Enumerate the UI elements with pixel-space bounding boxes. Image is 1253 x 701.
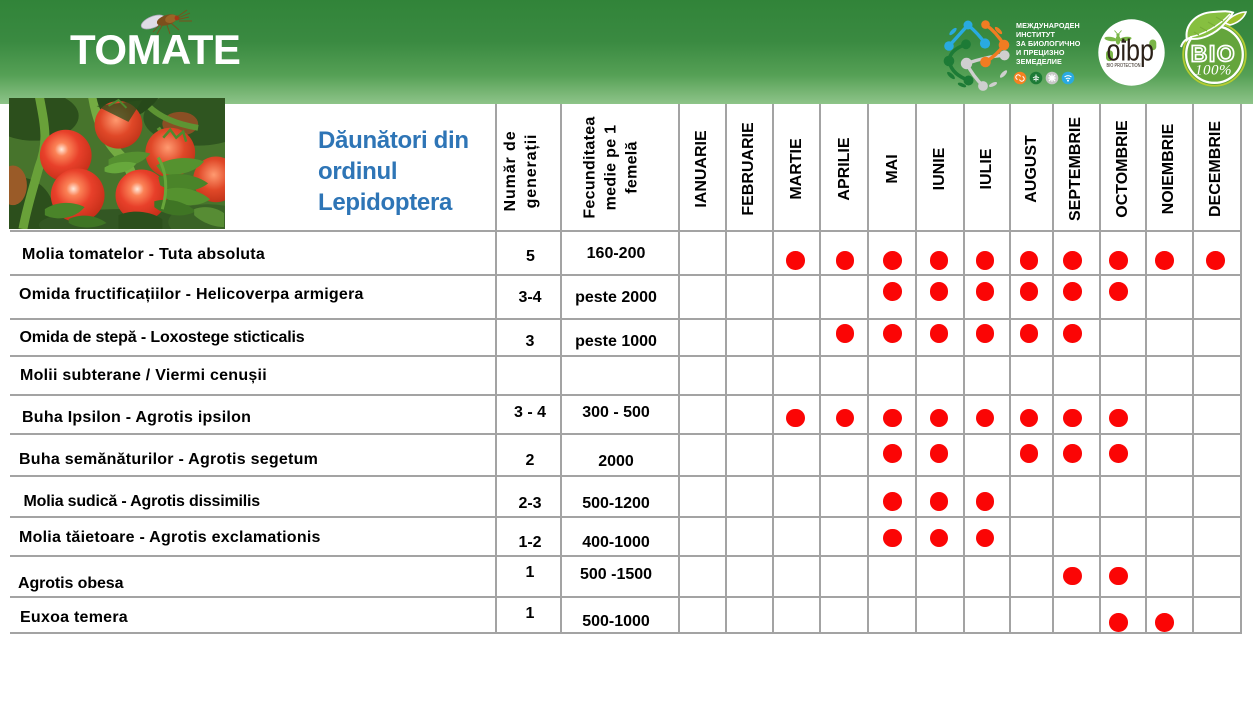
- svg-text:100%: 100%: [1195, 63, 1232, 79]
- svg-text:BIO: BIO: [1191, 41, 1236, 67]
- svg-text:BIO PROTECTION: BIO PROTECTION: [1107, 63, 1141, 69]
- svg-text:oibp: oibp: [1107, 33, 1155, 68]
